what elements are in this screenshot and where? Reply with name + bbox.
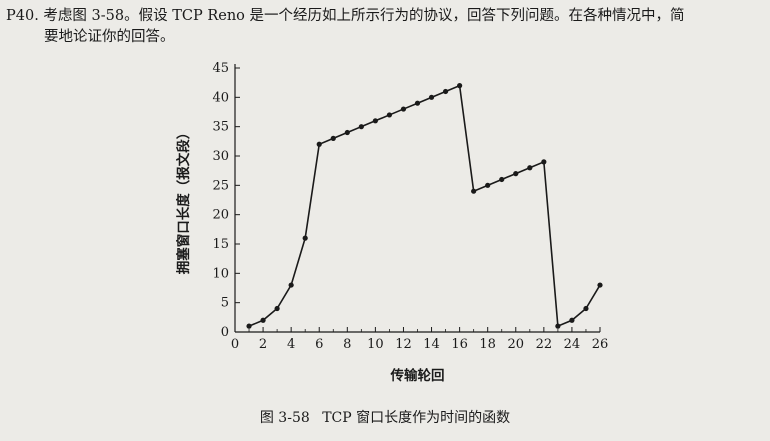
x-tick-label: 24 — [564, 337, 581, 352]
y-tick-label: 5 — [221, 296, 229, 311]
data-point — [541, 159, 547, 165]
caption-text: TCP 窗口长度作为时间的函数 — [322, 410, 511, 426]
data-point — [597, 282, 603, 288]
x-axis-label: 传输轮回 — [390, 367, 445, 384]
data-point — [499, 176, 505, 183]
data-point — [330, 135, 336, 141]
y-tick-label: 45 — [212, 61, 229, 76]
data-point — [246, 323, 252, 329]
x-tick-label: 0 — [231, 337, 239, 352]
data-point — [414, 100, 421, 106]
y-tick-label: 30 — [212, 149, 229, 164]
data-point — [471, 188, 477, 194]
data-point — [527, 165, 533, 171]
x-tick-label: 16 — [451, 337, 468, 352]
series-line — [248, 84, 601, 328]
y-tick-label: 40 — [212, 90, 229, 105]
data-point — [358, 124, 364, 130]
data-point — [428, 94, 435, 100]
data-point — [485, 182, 491, 188]
y-tick-label: 20 — [212, 208, 229, 223]
x-tick-label: 12 — [395, 337, 412, 352]
data-point — [302, 235, 308, 241]
y-axis-label: 拥塞窗口长度（报文段） — [175, 126, 192, 275]
x-tick-label: 8 — [343, 337, 351, 352]
x-tick-label: 20 — [507, 337, 524, 352]
y-tick-label: 0 — [221, 325, 229, 340]
y-tick-label: 15 — [212, 237, 229, 252]
data-point — [372, 118, 378, 124]
data-point — [288, 282, 294, 288]
x-tick-label: 10 — [367, 337, 384, 352]
data-point — [260, 317, 266, 323]
data-point — [442, 88, 449, 95]
data-point — [513, 171, 519, 177]
data-point — [555, 323, 561, 329]
data-point — [386, 112, 393, 118]
y-tick-label: 35 — [212, 120, 229, 135]
x-tick-label: 22 — [536, 337, 553, 352]
x-tick-label: 2 — [259, 337, 267, 352]
caption-number: 图 3-58 — [259, 410, 310, 426]
x-tick-label: 6 — [315, 337, 323, 352]
x-tick-label: 4 — [287, 337, 295, 352]
figure-caption: 图 3-58 TCP 窗口长度作为时间的函数 — [0, 407, 770, 427]
y-tick-label: 25 — [212, 178, 229, 193]
x-tick-label: 18 — [479, 337, 496, 352]
data-point — [316, 141, 322, 147]
problem-line-2: 要地论证你的回答。 — [44, 29, 175, 45]
data-point — [569, 317, 575, 323]
x-tick-label: 26 — [592, 337, 609, 352]
data-point — [274, 305, 280, 312]
problem-text: P40. 考虑图 3-58。假设 TCP Reno 是一个经历如上所示行为的协议… — [6, 6, 764, 48]
data-point — [583, 305, 589, 312]
problem-line-1: P40. 考虑图 3-58。假设 TCP Reno 是一个经历如上所示行为的协议… — [6, 8, 685, 24]
data-point — [344, 129, 350, 136]
data-point — [457, 83, 463, 89]
data-point — [400, 106, 407, 112]
y-tick-label: 10 — [212, 266, 229, 281]
x-tick-label: 14 — [423, 337, 440, 352]
figure-3-58: 0 5 10 15 20 25 30 35 40 45 0 2 4 6 8 10 12 14 16 18 20 22 24 2… — [170, 60, 610, 400]
